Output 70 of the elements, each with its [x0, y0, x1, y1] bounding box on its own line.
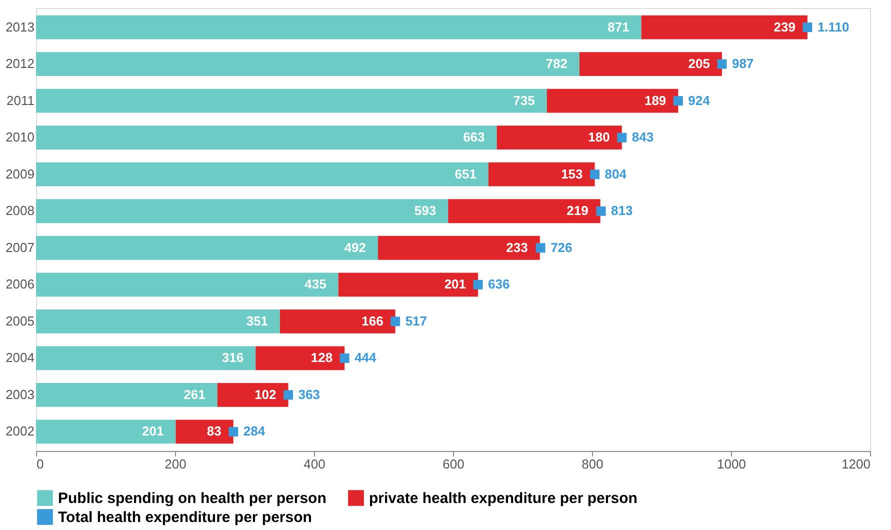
- data-label: 316: [222, 350, 244, 366]
- legend-label: Public spending on health per person: [58, 490, 326, 507]
- point: [617, 132, 627, 142]
- y-tick-label: 2004: [6, 350, 34, 366]
- data-label: 201: [142, 424, 164, 439]
- x-tick-label: 200: [164, 456, 186, 472]
- data-label: 102: [254, 386, 276, 402]
- x-tick-label: 800: [582, 456, 604, 472]
- y-tick-label: 2003: [6, 386, 34, 402]
- data-label: 233: [506, 240, 528, 255]
- y-tick-label: 2009: [6, 166, 34, 182]
- data-label: 166: [362, 313, 384, 328]
- point: [673, 96, 683, 106]
- point: [596, 206, 606, 216]
- data-label: 804: [604, 166, 628, 182]
- data-label: 153: [561, 166, 583, 182]
- y-tick-label: 2008: [6, 203, 34, 218]
- data-label: 987: [732, 56, 754, 72]
- point: [284, 390, 294, 400]
- point: [390, 316, 400, 326]
- data-label: 351: [246, 313, 268, 328]
- data-label: 924: [688, 92, 711, 108]
- data-label: 782: [546, 56, 568, 72]
- point: [340, 353, 350, 363]
- point: [473, 280, 483, 290]
- data-label: 219: [566, 203, 588, 218]
- data-label: 651: [454, 166, 476, 182]
- data-label: 189: [644, 92, 666, 108]
- data-label: 444: [354, 350, 378, 366]
- data-label: 205: [688, 56, 710, 72]
- point: [802, 22, 812, 32]
- y-tick-label: 2007: [6, 240, 34, 255]
- data-label: 726: [550, 240, 572, 255]
- data-label: 83: [206, 424, 222, 439]
- data-label: 284: [243, 424, 266, 439]
- data-label: 128: [310, 350, 333, 366]
- data-label: 636: [488, 276, 510, 292]
- point: [536, 243, 546, 253]
- y-tick-label: 2006: [6, 276, 34, 292]
- data-label: 517: [405, 313, 428, 328]
- data-label: 363: [298, 386, 320, 402]
- legend-label: private health expenditure per person: [369, 490, 638, 507]
- data-label: 239: [774, 19, 796, 34]
- data-label: 843: [632, 130, 654, 145]
- y-tick-label: 2010: [6, 130, 34, 145]
- data-label: 201: [444, 276, 466, 292]
- x-tick-label: 400: [304, 456, 326, 472]
- point: [590, 170, 600, 180]
- data-label: 492: [344, 240, 366, 255]
- data-label: 180: [588, 130, 610, 145]
- y-tick-label: 2005: [6, 313, 34, 328]
- x-tick-label: 0: [36, 456, 44, 472]
- point: [717, 59, 727, 69]
- y-tick-label: 2011: [6, 92, 34, 108]
- data-label: 663: [463, 130, 485, 145]
- legend-label: Total health expenditure per person: [58, 509, 312, 526]
- data-label: 735: [513, 92, 535, 108]
- y-tick-label: 2002: [6, 424, 34, 439]
- data-label: 593: [414, 203, 436, 218]
- data-label: 871: [608, 19, 630, 34]
- x-tick-label: 1000: [717, 456, 746, 472]
- x-tick-label: 1200: [842, 456, 870, 472]
- data-label: 261: [184, 386, 206, 402]
- x-tick-label: 600: [442, 456, 464, 472]
- data-label: 1.110: [817, 19, 850, 34]
- y-tick-label: 2012: [6, 56, 34, 72]
- y-tick-label: 2013: [6, 19, 34, 34]
- data-label: 435: [304, 276, 326, 292]
- data-label: 813: [611, 203, 633, 218]
- point: [228, 426, 238, 436]
